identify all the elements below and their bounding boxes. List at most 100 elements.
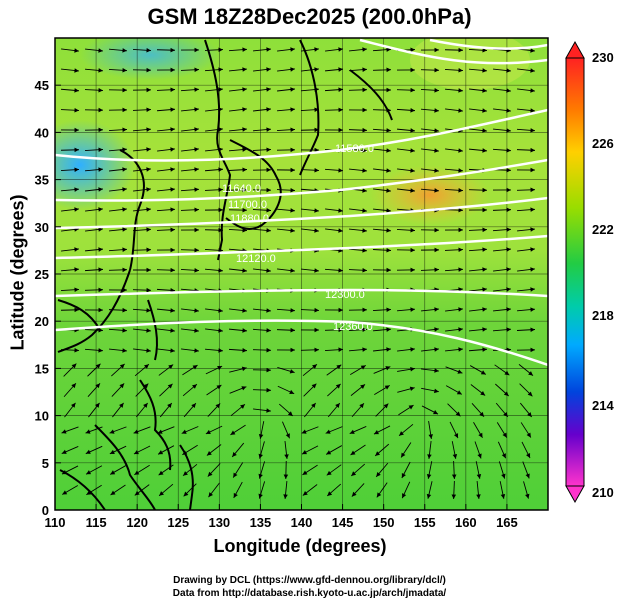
wind-arrow-head bbox=[194, 328, 199, 333]
wind-arrow-head bbox=[458, 188, 463, 193]
wind-arrow-head bbox=[85, 449, 91, 454]
wind-arrow-head bbox=[410, 247, 415, 253]
wind-arrow-head bbox=[455, 411, 461, 417]
colorbar-label: 226 bbox=[592, 136, 614, 151]
wind-arrow-head bbox=[338, 47, 343, 52]
wind-arrow-head bbox=[74, 88, 79, 93]
wind-arrow-head bbox=[230, 430, 236, 435]
wind-arrow-head bbox=[207, 471, 213, 477]
wind-arrow-head bbox=[74, 247, 79, 252]
wind-arrow-head bbox=[530, 207, 535, 212]
x-tick-label: 155 bbox=[414, 515, 436, 530]
wind-arrow-head bbox=[122, 247, 127, 252]
wind-arrow-head bbox=[386, 148, 391, 153]
wind-arrow-head bbox=[71, 383, 76, 389]
wind-arrow-head bbox=[215, 403, 221, 409]
wind-arrow-head bbox=[242, 328, 247, 333]
wind-arrow-head bbox=[479, 411, 485, 417]
wind-arrow-head bbox=[191, 403, 196, 409]
wind-arrow-head bbox=[146, 87, 151, 93]
wind-arrow-head bbox=[170, 167, 175, 172]
wind-arrow-head bbox=[98, 348, 103, 353]
wind-arrow-head bbox=[434, 188, 439, 193]
wind-arrow-head bbox=[360, 384, 366, 389]
wind-arrow-head bbox=[74, 347, 79, 353]
wind-arrow-head bbox=[482, 267, 487, 272]
wind-arrow-head bbox=[266, 147, 271, 153]
wind-arrow-head bbox=[434, 347, 439, 352]
x-tick-label: 165 bbox=[496, 515, 518, 530]
wind-arrow-head bbox=[218, 47, 223, 53]
wind-arrow-head bbox=[338, 268, 343, 273]
wind-arrow-head bbox=[482, 148, 487, 153]
wind-arrow-head bbox=[218, 107, 223, 112]
wind-arrow-head bbox=[146, 348, 151, 353]
wind-arrow-head bbox=[482, 187, 487, 193]
wind-arrow-head bbox=[457, 369, 463, 374]
colorbar-label: 222 bbox=[592, 222, 614, 237]
wind-arrow-head bbox=[506, 167, 511, 173]
wind-arrow-head bbox=[146, 207, 151, 212]
coastlines bbox=[57, 39, 393, 510]
wind-arrow-head bbox=[314, 47, 319, 52]
wind-arrow-head bbox=[290, 127, 295, 132]
wind-arrow-head bbox=[284, 454, 289, 459]
wind-arrow-head bbox=[314, 107, 319, 112]
wind-arrow-head bbox=[338, 168, 343, 173]
wind-arrow-head bbox=[74, 107, 79, 113]
wind-arrow-head bbox=[242, 127, 247, 132]
wind-arrow-head bbox=[266, 67, 271, 72]
wind-arrow-head bbox=[410, 307, 415, 312]
wind-arrow-head bbox=[311, 403, 316, 408]
wind-arrow-head bbox=[503, 391, 509, 397]
wind-arrow-head bbox=[410, 148, 415, 153]
wind-arrow-head bbox=[373, 430, 379, 435]
wind-arrow-head bbox=[376, 471, 381, 477]
wind-arrow-head bbox=[122, 227, 127, 232]
wind-arrow-head bbox=[170, 267, 175, 273]
wind-arrow-head bbox=[482, 108, 487, 113]
wind-arrow-head bbox=[258, 493, 263, 499]
wind-arrow-head bbox=[85, 429, 91, 434]
wind-arrow-head bbox=[109, 449, 115, 454]
wind-arrow-head bbox=[338, 347, 343, 352]
wind-arrow-head bbox=[314, 127, 319, 133]
wind-arrow-head bbox=[242, 268, 247, 273]
wind-arrow-head bbox=[170, 47, 175, 53]
wind-arrow-head bbox=[266, 328, 271, 333]
wind-arrow-head bbox=[426, 474, 432, 479]
wind-arrow-head bbox=[338, 228, 343, 233]
wind-arrow-head bbox=[530, 128, 535, 133]
wind-arrow-head bbox=[146, 127, 151, 132]
wind-arrow-head bbox=[458, 168, 463, 173]
wind-arrow-head bbox=[122, 267, 127, 273]
wind-arrow-head bbox=[74, 167, 79, 172]
wind-arrow-head bbox=[71, 363, 77, 369]
wind-arrow-head bbox=[98, 87, 103, 93]
wind-arrow-head bbox=[290, 228, 295, 233]
contour-label: 12360.0 bbox=[333, 321, 373, 333]
wind-arrow-head bbox=[242, 107, 247, 112]
wind-arrow-head bbox=[314, 87, 319, 92]
wind-arrow-head bbox=[410, 228, 415, 233]
wind-arrow-head bbox=[170, 227, 175, 233]
wind-arrow-head bbox=[170, 247, 175, 253]
wind-arrow-head bbox=[287, 411, 293, 416]
wind-arrow-head bbox=[146, 147, 151, 152]
wind-arrow-head bbox=[119, 383, 125, 389]
wind-arrow-head bbox=[218, 207, 223, 213]
wind-arrow-head bbox=[283, 474, 289, 479]
temperature-field bbox=[55, 38, 548, 510]
wind-arrow-head bbox=[362, 267, 367, 273]
wind-arrow-head bbox=[362, 248, 367, 253]
wind-arrow-head bbox=[360, 365, 366, 370]
wind-arrow-head bbox=[170, 308, 175, 313]
wind-arrow-head bbox=[434, 247, 439, 253]
wind-arrow-head bbox=[74, 187, 79, 192]
y-tick-label: 10 bbox=[35, 409, 49, 424]
wind-arrow-head bbox=[385, 366, 391, 371]
wind-arrow-head bbox=[362, 87, 367, 93]
wind-arrow-head bbox=[314, 307, 319, 313]
wind-arrow-head bbox=[477, 453, 482, 459]
wind-arrow-head bbox=[480, 370, 486, 375]
